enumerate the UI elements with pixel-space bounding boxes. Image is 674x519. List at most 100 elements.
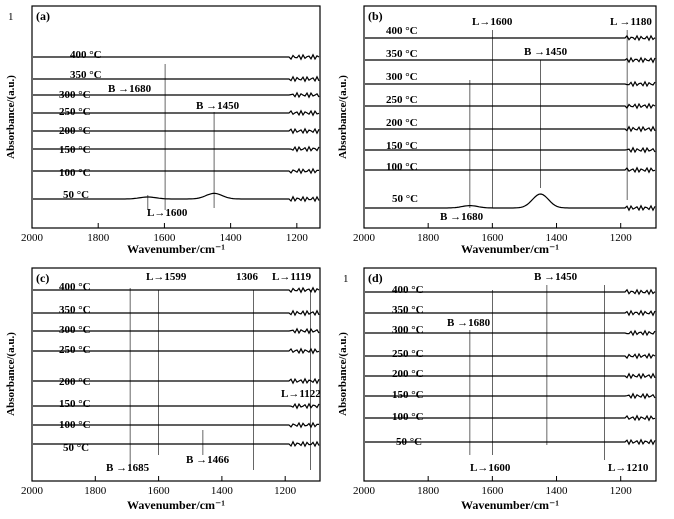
panel-a-series-label-150: 150 °C bbox=[59, 144, 91, 156]
panel-b-series-6 bbox=[365, 166, 656, 174]
panel-c-annotation-l1119: L→1119 bbox=[272, 271, 312, 283]
panel-d-ylabel: Absorbance/(a.u.) bbox=[337, 332, 349, 416]
panel-c-xtick-label-1800: 1800 bbox=[84, 485, 107, 497]
panel-b: (b) Absorbance/(a.u.) Wavenumber/cm⁻¹ 20… bbox=[337, 5, 657, 256]
panel-b-series-label-150: 150 °C bbox=[386, 140, 418, 152]
panel-b-xlabel: Wavenumber/cm⁻¹ bbox=[461, 242, 559, 256]
panel-a-frame bbox=[31, 5, 321, 229]
panel-c-series-label-200: 200 °C bbox=[59, 376, 91, 388]
panel-d: 1 (d) Absorbance/(a.u.) Wavenumber/cm⁻¹ … bbox=[337, 267, 657, 512]
panel-a-xtick-label-2000: 2000 bbox=[21, 232, 44, 244]
panel-d-series-label-50: 50 °C bbox=[396, 436, 422, 448]
panel-c-series-7 bbox=[33, 440, 320, 448]
panel-c-annotation-b1685: B →1685 bbox=[106, 462, 150, 474]
panel-d-series-label-300: 300 °C bbox=[392, 324, 424, 336]
panel-c-series-label-350: 350 °C bbox=[59, 304, 91, 316]
panel-a-series-6 bbox=[33, 167, 319, 175]
panel-d-frame bbox=[363, 267, 657, 482]
panel-c-series-0 bbox=[33, 286, 320, 294]
panel-b-series-label-200: 200 °C bbox=[386, 117, 418, 129]
panel-b-ticks: 2000 1800 1600 1400 1200 bbox=[353, 223, 632, 244]
panel-c-annotation-1306: 1306 bbox=[236, 271, 259, 283]
panel-a-xtick-label-1400: 1400 bbox=[220, 232, 243, 244]
panel-a-series-label-250: 250 °C bbox=[59, 106, 91, 118]
panel-c-series-3 bbox=[33, 347, 320, 355]
panel-d-series-1 bbox=[365, 309, 656, 317]
panel-b-series-3 bbox=[365, 102, 656, 110]
panel-b-xtick-label-1800: 1800 bbox=[417, 232, 440, 244]
panel-d-series-5 bbox=[365, 392, 656, 400]
panel-a-series-label-300: 300 °C bbox=[59, 89, 91, 101]
panel-a-series-5 bbox=[33, 145, 320, 153]
panel-b-annotation-l1600: L→1600 bbox=[472, 16, 513, 28]
panel-c-series-2 bbox=[33, 327, 320, 335]
panel-c-annotation-l1599: L→1599 bbox=[146, 271, 187, 283]
panel-d-xtick-label-1200: 1200 bbox=[610, 485, 633, 497]
panel-d-series-2 bbox=[365, 329, 656, 337]
panel-d-series-3 bbox=[365, 352, 656, 360]
panel-a-ylabel: Absorbance/(a.u.) bbox=[5, 75, 17, 159]
panel-a-label: (a) bbox=[36, 9, 50, 23]
panel-c-xtick-label-1600: 1600 bbox=[148, 485, 171, 497]
panel-a-annotation-b1680: B →1680 bbox=[108, 83, 152, 95]
panel-b-series-label-300: 300 °C bbox=[386, 71, 418, 83]
panel-b-series-label-350: 350 °C bbox=[386, 48, 418, 60]
panel-b-xtick-label-2000: 2000 bbox=[353, 232, 376, 244]
panel-b-series-2 bbox=[365, 80, 656, 88]
panel-a-annotation-l1600: L→1600 bbox=[147, 207, 188, 219]
panel-b-series-label-50: 50 °C bbox=[392, 193, 418, 205]
panel-a-series-label-100: 100 °C bbox=[59, 167, 91, 179]
panel-d-xlabel: Wavenumber/cm⁻¹ bbox=[461, 498, 559, 512]
panel-c-ylabel: Absorbance/(a.u.) bbox=[5, 332, 17, 416]
panel-a-series-2 bbox=[33, 91, 320, 99]
panel-a-xtick-label-1600: 1600 bbox=[153, 232, 176, 244]
panel-a-xtick-label-1200: 1200 bbox=[286, 232, 309, 244]
panel-b-series-4 bbox=[365, 125, 656, 133]
panel-d-series-label-200: 200 °C bbox=[392, 368, 424, 380]
panel-a: 1 (a) Absorbance/(a.u.) Wavenumber/cm⁻¹ … bbox=[5, 5, 321, 256]
panel-c-series-label-150: 150 °C bbox=[59, 398, 91, 410]
panel-d-series-0 bbox=[365, 288, 656, 296]
panel-a-series-label-350: 350 °C bbox=[70, 69, 102, 81]
panel-c: (c) Absorbance/(a.u.) Wavenumber/cm⁻¹ 20… bbox=[5, 267, 321, 512]
panel-c-annotation-b1466: B →1466 bbox=[186, 454, 230, 466]
panel-a-series-label-200: 200 °C bbox=[59, 125, 91, 137]
panel-d-xtick-label-1400: 1400 bbox=[546, 485, 569, 497]
panel-c-ticks: 2000 1800 1600 1400 1200 bbox=[21, 476, 297, 497]
panel-b-series-1 bbox=[365, 56, 656, 64]
panel-d-annotation-l1210: L→1210 bbox=[608, 462, 649, 474]
panel-b-marks bbox=[365, 30, 656, 212]
panel-d-series-6 bbox=[365, 414, 656, 422]
panel-d-annotation-b1680: B →1680 bbox=[447, 317, 491, 329]
panel-d-ticks: 2000 1800 1600 1400 1200 bbox=[353, 476, 632, 497]
panel-a-xtick-label-1800: 1800 bbox=[87, 232, 110, 244]
panel-c-xtick-label-1200: 1200 bbox=[274, 485, 297, 497]
panel-c-xtick-label-2000: 2000 bbox=[21, 485, 44, 497]
panel-b-xtick-label-1600: 1600 bbox=[481, 232, 504, 244]
panel-a-marks bbox=[33, 53, 320, 210]
panel-d-series-label-350: 350 °C bbox=[392, 304, 424, 316]
panel-c-series-6 bbox=[33, 421, 319, 429]
panel-a-series-label-50: 50 °C bbox=[63, 189, 89, 201]
panel-b-xtick-label-1400: 1400 bbox=[546, 232, 569, 244]
panel-c-series-1 bbox=[33, 309, 320, 317]
panel-c-series-label-400: 400 °C bbox=[59, 281, 91, 293]
panel-c-xlabel: Wavenumber/cm⁻¹ bbox=[127, 498, 225, 512]
panel-a-scale-mark: 1 bbox=[8, 11, 14, 23]
panel-d-series-4 bbox=[365, 372, 656, 380]
panel-b-xtick-label-1200: 1200 bbox=[610, 232, 633, 244]
panel-c-frame bbox=[31, 267, 321, 482]
panel-b-ylabel: Absorbance/(a.u.) bbox=[337, 75, 349, 159]
panel-c-label: (c) bbox=[36, 271, 49, 285]
panel-b-frame bbox=[363, 5, 657, 229]
panel-a-series-0 bbox=[33, 53, 320, 61]
panel-d-label: (d) bbox=[368, 271, 383, 285]
panel-d-series-label-250: 250 °C bbox=[392, 348, 424, 360]
panel-d-xtick-label-1800: 1800 bbox=[417, 485, 440, 497]
panel-d-marks bbox=[365, 285, 656, 460]
panel-c-series-5 bbox=[33, 402, 320, 410]
panel-b-annotation-b1450: B →1450 bbox=[524, 46, 568, 58]
panel-c-annotation-l1122: L→1122 bbox=[281, 388, 321, 400]
panel-b-series-label-250: 250 °C bbox=[386, 94, 418, 106]
panel-d-series-label-400: 400 °C bbox=[392, 284, 424, 296]
